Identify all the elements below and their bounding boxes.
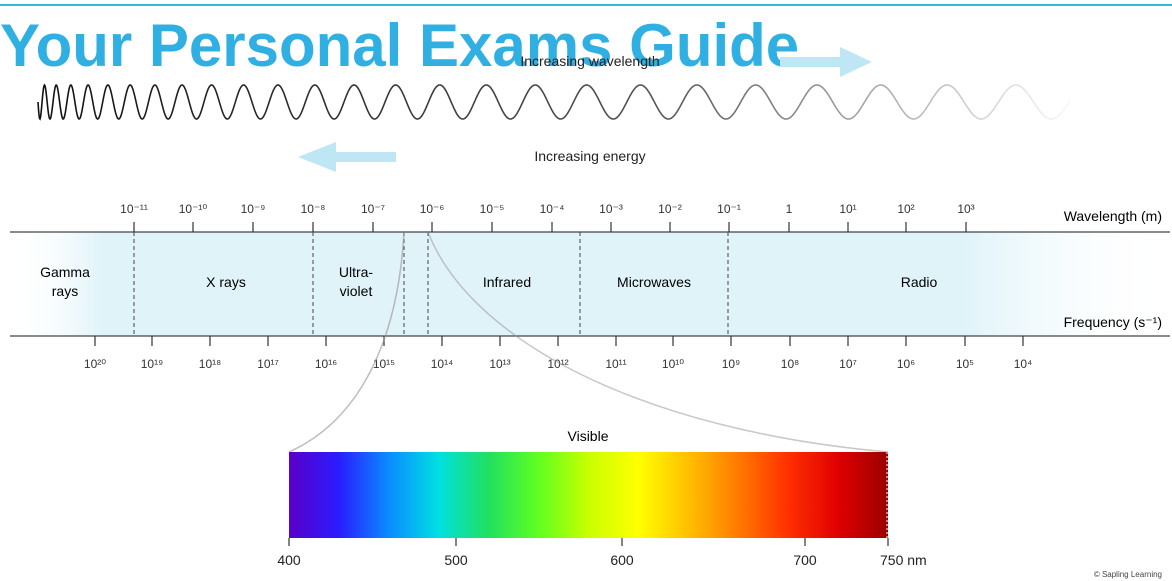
wavelength-tick-label: 10⁻⁷: [361, 202, 385, 216]
visible-spectrum-bar: [289, 452, 888, 538]
increasing-energy-label: Increasing energy: [534, 148, 645, 164]
visible-zoom-right-line: [427, 231, 889, 453]
frequency-tick-label: 10¹³: [489, 357, 510, 371]
wavelength-tick-label: 10¹: [839, 202, 856, 216]
frequency-tick-label: 10⁶: [897, 357, 915, 371]
spectrum-band: [10, 232, 1170, 336]
region-boundaries: [133, 232, 729, 336]
wavelength-tick-label: 10⁻³: [599, 202, 623, 216]
frequency-tick-label: 10¹⁵: [373, 357, 395, 371]
frequency-tick-label: 10⁸: [781, 357, 799, 371]
visible-tick-label: 700: [793, 552, 817, 568]
region-gamma-line1: Gamma: [40, 264, 90, 280]
frequency-tick-label: 10¹⁹: [141, 357, 163, 371]
region-uv-line1: Ultra-: [339, 264, 374, 280]
frequency-tick-label: 10¹⁴: [431, 357, 454, 371]
wavelength-tick-label: 1: [786, 202, 793, 216]
wavelength-tick-label: 10⁻⁶: [420, 202, 445, 216]
wave-line: [37, 83, 1071, 121]
frequency-tick-label: 10⁹: [722, 357, 741, 371]
visible-tick-label: 400: [277, 552, 301, 568]
wavelength-tick-label: 10⁻¹⁰: [179, 202, 208, 216]
region-microwaves: Microwaves: [617, 274, 691, 290]
region-radio: Radio: [901, 274, 938, 290]
frequency-tick-label: 10¹⁷: [257, 357, 279, 371]
frequency-tick-label: 10²⁰: [84, 357, 106, 371]
wavelength-tick-label: 10⁻¹¹: [120, 202, 148, 216]
visible-tick-label: 750 nm: [880, 552, 927, 568]
wavelength-scale: 10⁻¹¹ 10⁻¹⁰ 10⁻⁹ 10⁻⁸ 10⁻⁷ 10⁻⁶ 10⁻⁵ 10⁻⁴ 10⁻³ 10…: [120, 202, 975, 232]
wavelength-tick-label: 10⁻¹: [717, 202, 741, 216]
wavelength-axis-label: Wavelength (m): [1064, 208, 1162, 224]
visible-scale: 400 500 600 700 750 nm: [277, 538, 927, 568]
frequency-axis-label: Frequency (s⁻¹): [1064, 314, 1162, 330]
frequency-tick-label: 10¹²: [547, 357, 568, 371]
watermark-text: Your Personal Exams Guide: [0, 12, 799, 79]
wavelength-tick-label: 10²: [897, 202, 914, 216]
wavelength-tick-label: 10⁻⁵: [480, 202, 505, 216]
wavelength-tick-label: 10⁻⁴: [540, 202, 565, 216]
frequency-scale: 10²⁰ 10¹⁹ 10¹⁸ 10¹⁷ 10¹⁶ 10¹⁵ 10¹⁴ 10¹³ 10¹² 10¹¹…: [84, 336, 1032, 371]
frequency-tick-label: 10⁴: [1014, 357, 1033, 371]
visible-tick-label: 600: [610, 552, 634, 568]
right-arrow-icon: [780, 47, 872, 77]
frequency-tick-label: 10¹⁸: [199, 357, 221, 371]
region-xrays: X rays: [206, 274, 246, 290]
visible-zoom-left-line: [288, 231, 405, 453]
wavelength-tick-label: 10⁻²: [658, 202, 682, 216]
wavelength-tick-label: 10⁻⁸: [301, 202, 326, 216]
region-infrared: Infrared: [483, 274, 531, 290]
wavelength-tick-label: 10³: [957, 202, 974, 216]
visible-tick-label: 500: [444, 552, 468, 568]
credit-text: © Sapling Learning: [1094, 570, 1162, 579]
visible-title: Visible: [568, 428, 609, 444]
wavelength-tick-label: 10⁻⁹: [241, 202, 266, 216]
frequency-tick-label: 10¹⁰: [662, 357, 684, 371]
frequency-tick-label: 10⁷: [839, 357, 857, 371]
increasing-wavelength-label: Increasing wavelength: [520, 53, 659, 69]
frequency-tick-label: 10⁵: [956, 357, 974, 371]
region-uv-line2: violet: [340, 283, 373, 299]
left-arrow-icon: [298, 142, 396, 172]
frequency-tick-label: 10¹⁶: [315, 357, 337, 371]
frequency-tick-label: 10¹¹: [605, 357, 626, 371]
region-gamma-line2: rays: [52, 283, 78, 299]
